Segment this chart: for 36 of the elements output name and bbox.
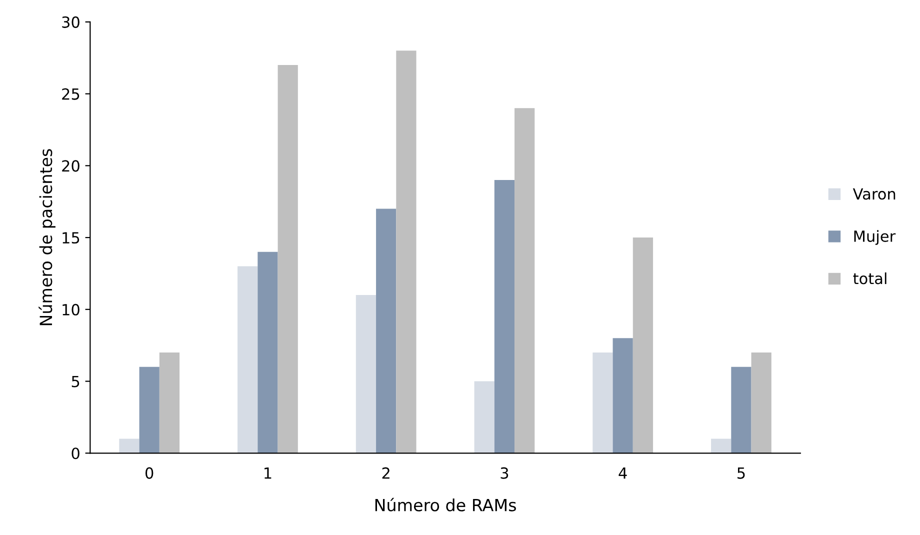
bar <box>238 266 258 454</box>
legend-label: Varon <box>852 188 896 200</box>
y-tick-label: 15 <box>62 232 80 244</box>
bar <box>278 65 298 454</box>
bar <box>356 295 376 454</box>
bar <box>474 381 494 454</box>
bar <box>751 352 772 454</box>
x-tick-label: 2 <box>382 467 390 479</box>
y-tick-label: 10 <box>62 304 80 316</box>
bar <box>159 352 180 454</box>
bar <box>396 50 416 454</box>
bar <box>494 180 515 454</box>
bar <box>514 108 535 454</box>
y-tick-label: 30 <box>62 16 80 28</box>
x-tick-label: 0 <box>145 467 154 479</box>
x-tick-label: 3 <box>500 467 508 479</box>
legend-label: total <box>853 272 886 284</box>
bar <box>139 366 160 454</box>
bar <box>632 238 654 454</box>
x-tick-label: 4 <box>618 468 627 479</box>
bar <box>731 366 752 454</box>
y-tick-label: 0 <box>72 448 80 460</box>
bar <box>592 352 613 454</box>
y-axis-title: Número de pacientes <box>38 149 56 326</box>
bar <box>612 338 633 454</box>
bar <box>258 252 278 454</box>
y-tick-label: 25 <box>62 88 80 100</box>
x-axis-title: Número de RAMs <box>375 498 516 512</box>
bar <box>376 208 396 454</box>
bar <box>119 438 140 454</box>
y-tick-label: 5 <box>72 376 80 388</box>
bar <box>711 438 732 454</box>
x-tick-label: 1 <box>264 468 272 479</box>
legend-label: Mujer <box>854 230 896 245</box>
y-tick-label: 20 <box>62 160 80 172</box>
x-tick-label: 5 <box>738 468 745 479</box>
